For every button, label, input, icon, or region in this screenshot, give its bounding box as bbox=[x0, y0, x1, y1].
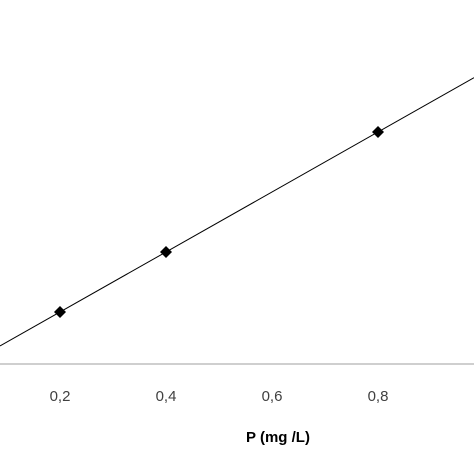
x-tick-label: 0,8 bbox=[368, 388, 389, 405]
data-point-diamond bbox=[372, 126, 384, 138]
x-axis-title: P (mg /L) bbox=[246, 429, 310, 446]
x-tick-label: 0,6 bbox=[262, 388, 283, 405]
x-axis-ticks: 0,2 0,4 0,6 0,8 bbox=[50, 388, 389, 405]
data-point-diamond bbox=[54, 306, 66, 318]
data-point-diamond bbox=[160, 246, 172, 258]
x-tick-label: 0,4 bbox=[156, 388, 177, 405]
data-points bbox=[54, 126, 384, 318]
x-tick-label: 0,2 bbox=[50, 388, 71, 405]
trendline bbox=[0, 77, 474, 347]
trendline-path bbox=[0, 77, 474, 347]
